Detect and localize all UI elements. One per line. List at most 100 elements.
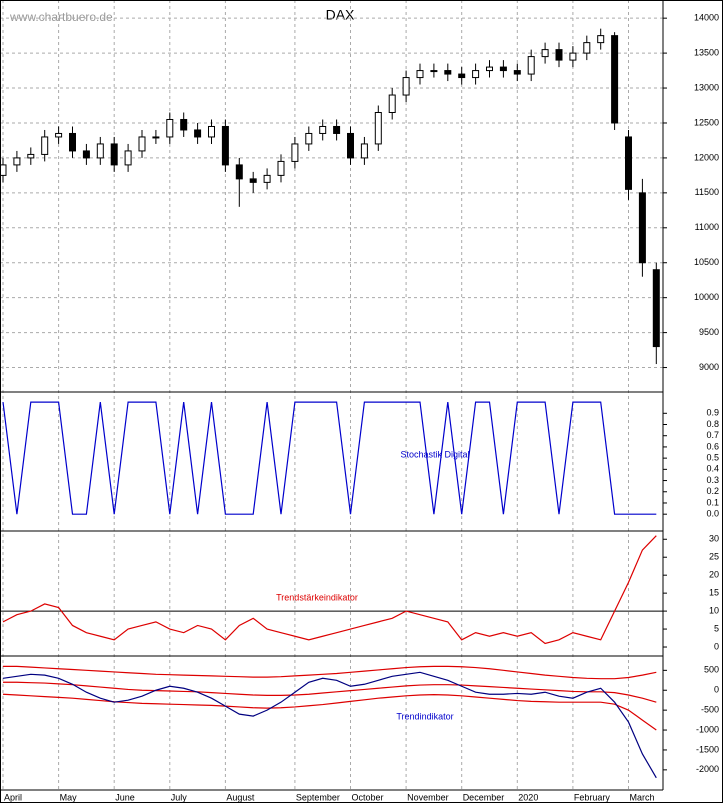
- watermark: www.chartbuero.de: [9, 10, 113, 24]
- candle-body: [221, 125, 229, 166]
- x-tick-label: May: [60, 792, 78, 802]
- candle-body: [625, 136, 632, 190]
- y-tick-label: 14000: [694, 13, 719, 23]
- candle-body: [27, 153, 35, 159]
- candle-body: [374, 111, 382, 145]
- y-tick-label: -1000: [696, 724, 719, 734]
- y-tick-label: 12000: [694, 152, 719, 162]
- y-tick-label: 10500: [694, 257, 719, 267]
- x-tick-label: 2020: [518, 792, 538, 802]
- candle-body: [569, 52, 577, 61]
- y-tick-label: 13000: [694, 82, 719, 92]
- candle-body: [513, 70, 521, 75]
- line: [2, 671, 657, 779]
- candle-body: [291, 143, 299, 162]
- candle-body: [347, 132, 354, 159]
- candle-body: [583, 42, 591, 54]
- line: [3, 665, 657, 680]
- panel-title: Stochastik Digital: [400, 449, 469, 459]
- candle-body: [263, 174, 271, 183]
- candle-body: [13, 157, 21, 166]
- candle-body: [402, 77, 410, 96]
- candle-body: [110, 143, 118, 166]
- y-tick-label: 0.0: [706, 509, 719, 519]
- candle-body: [180, 118, 188, 131]
- x-tick-label: July: [171, 792, 188, 802]
- candle-body: [69, 132, 76, 152]
- y-tick-label: 5: [714, 623, 719, 633]
- line: [3, 681, 657, 703]
- candle-body: [166, 118, 174, 138]
- y-tick-label: 0.3: [706, 475, 719, 485]
- y-tick-label: 13500: [694, 47, 719, 57]
- candle-body: [277, 160, 285, 176]
- y-tick-label: 0.7: [706, 430, 719, 440]
- chart-title: DAX: [326, 7, 355, 23]
- y-tick-label: 0.8: [706, 419, 719, 429]
- candle-body: [416, 70, 424, 79]
- y-tick-label: 12500: [694, 117, 719, 127]
- candle-body: [611, 35, 619, 124]
- y-tick-label: 15: [709, 588, 719, 598]
- line: [2, 401, 657, 515]
- candle-body: [208, 125, 215, 138]
- x-tick-label: August: [226, 792, 255, 802]
- candle-body: [597, 35, 605, 44]
- candle-body: [194, 129, 202, 138]
- y-tick-label: 0: [714, 685, 719, 695]
- x-tick-label: December: [463, 792, 505, 802]
- x-tick-label: June: [115, 792, 135, 802]
- x-tick-label: March: [630, 792, 655, 802]
- y-tick-label: -2000: [696, 764, 719, 774]
- y-tick-label: -1500: [696, 744, 719, 754]
- x-tick-label: November: [407, 792, 449, 802]
- y-tick-label: 0.4: [706, 464, 719, 474]
- y-tick-label: 9500: [699, 327, 719, 337]
- y-tick-label: 500: [704, 665, 719, 675]
- candle-body: [444, 70, 452, 75]
- y-tick-label: 0.5: [706, 453, 719, 463]
- candle-body: [486, 66, 493, 72]
- x-tick-label: April: [4, 792, 22, 802]
- y-tick-label: -500: [701, 705, 719, 715]
- y-tick-label: 30: [709, 534, 719, 544]
- x-tick-label: October: [352, 792, 384, 802]
- line: [2, 535, 657, 645]
- y-tick-label: 11000: [695, 222, 719, 232]
- candle-body: [499, 66, 507, 72]
- candle-body: [555, 49, 563, 61]
- candle-body: [96, 143, 104, 159]
- candle-body: [124, 150, 132, 166]
- y-tick-label: 20: [709, 570, 719, 580]
- candle-body: [388, 94, 396, 113]
- candle-body: [41, 136, 49, 155]
- y-tick-label: 0.1: [706, 497, 719, 507]
- y-tick-label: 0.2: [706, 486, 719, 496]
- y-tick-label: 10: [709, 605, 719, 615]
- x-tick-label: February: [574, 792, 611, 802]
- y-tick-label: 0.9: [706, 408, 719, 418]
- candle-body: [527, 56, 535, 75]
- y-tick-label: 0: [714, 641, 719, 651]
- candle-body: [638, 192, 646, 264]
- x-tick-label: September: [296, 792, 340, 802]
- y-tick-label: 9000: [699, 362, 719, 372]
- candle-body: [82, 150, 90, 159]
- candle-body: [152, 136, 160, 139]
- candle-body: [305, 132, 313, 145]
- y-tick-label: 25: [709, 552, 719, 562]
- candle-body: [333, 125, 341, 134]
- panel-title: Trendstärkeindikator: [276, 592, 358, 602]
- candle-body: [541, 49, 549, 58]
- candle-body: [360, 143, 368, 159]
- y-tick-label: 10000: [694, 292, 719, 302]
- panel-title: Trendindikator: [396, 711, 453, 721]
- candle-body: [0, 164, 7, 176]
- candle-body: [235, 164, 243, 180]
- candle-body: [652, 269, 660, 348]
- candle-body: [430, 70, 438, 73]
- candle-body: [55, 132, 63, 138]
- candle-body: [472, 70, 480, 79]
